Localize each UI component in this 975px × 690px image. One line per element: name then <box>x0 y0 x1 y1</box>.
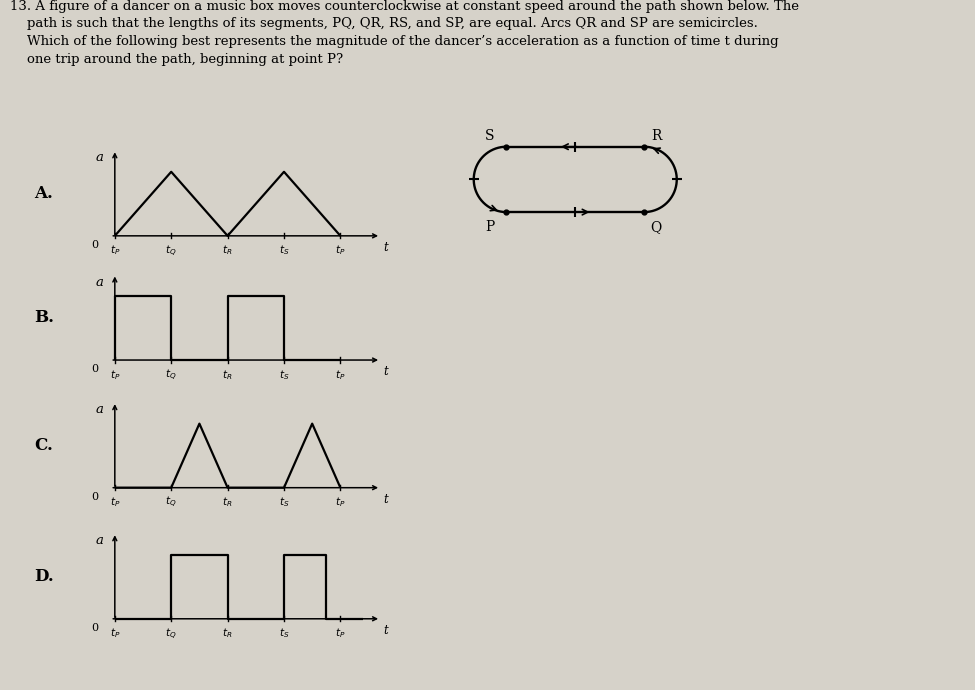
Text: $t_P$: $t_P$ <box>335 244 345 257</box>
Text: $t_Q$: $t_Q$ <box>166 244 176 259</box>
Text: R: R <box>651 129 661 143</box>
Text: $t_P$: $t_P$ <box>109 244 120 257</box>
Text: B.: B. <box>34 309 55 326</box>
Text: A.: A. <box>34 185 53 201</box>
Text: $t_S$: $t_S$ <box>279 495 290 509</box>
Text: $t_P$: $t_P$ <box>335 368 345 382</box>
Text: t: t <box>383 493 388 506</box>
Text: $t_S$: $t_S$ <box>279 368 290 382</box>
Text: a: a <box>96 534 103 547</box>
Text: $t_P$: $t_P$ <box>335 495 345 509</box>
Text: $t_S$: $t_S$ <box>279 627 290 640</box>
Text: a: a <box>96 151 103 164</box>
Text: $t_P$: $t_P$ <box>109 495 120 509</box>
Text: $t_P$: $t_P$ <box>109 368 120 382</box>
Text: $t_P$: $t_P$ <box>109 627 120 640</box>
Text: 0: 0 <box>91 622 98 633</box>
Text: $t_S$: $t_S$ <box>279 244 290 257</box>
Text: C.: C. <box>34 437 53 453</box>
Text: 13. A figure of a dancer on a music box moves counterclockwise at constant speed: 13. A figure of a dancer on a music box … <box>10 0 799 66</box>
Text: t: t <box>383 365 388 378</box>
Text: S: S <box>485 129 494 143</box>
Text: 0: 0 <box>91 491 98 502</box>
Text: $t_R$: $t_R$ <box>222 627 233 640</box>
Text: $t_R$: $t_R$ <box>222 244 233 257</box>
Text: D.: D. <box>34 568 54 584</box>
Text: t: t <box>383 241 388 254</box>
Text: $t_Q$: $t_Q$ <box>166 495 176 511</box>
Text: a: a <box>96 403 103 416</box>
Text: t: t <box>383 624 388 637</box>
Text: 0: 0 <box>91 239 98 250</box>
Text: $t_Q$: $t_Q$ <box>166 368 176 383</box>
Text: $t_Q$: $t_Q$ <box>166 627 176 642</box>
Text: Q: Q <box>650 220 661 234</box>
Text: $t_R$: $t_R$ <box>222 368 233 382</box>
Text: $t_R$: $t_R$ <box>222 495 233 509</box>
Text: 0: 0 <box>91 364 98 374</box>
Text: a: a <box>96 275 103 288</box>
Text: $t_P$: $t_P$ <box>335 627 345 640</box>
Text: P: P <box>485 220 494 234</box>
